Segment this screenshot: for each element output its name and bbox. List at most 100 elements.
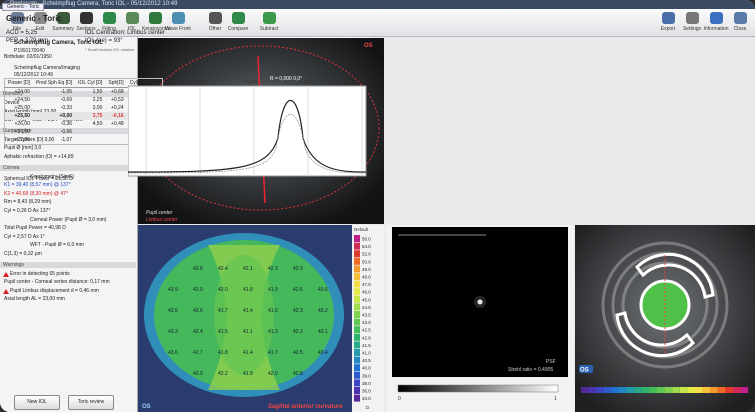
scale-label: 46.0 — [362, 290, 371, 295]
psf-strehl: Strehl ratio = 0,4905 — [508, 367, 553, 373]
graph-label: -2,000 — [138, 79, 151, 84]
toolbar-button[interactable]: Keratoconus — [142, 9, 171, 32]
toric-scale — [679, 387, 688, 393]
scale-label: 43.5 — [362, 313, 371, 318]
psf-spot — [477, 299, 483, 305]
map-value: 42.3 — [293, 308, 303, 314]
toric-scale — [725, 387, 733, 393]
map-value: 41.6 — [268, 308, 278, 314]
toolbar-label: Fitting — [102, 26, 116, 32]
toric-scale — [626, 387, 635, 393]
scale-label: 36.0 — [362, 389, 371, 394]
table-row[interactable]: +26,50 -0,66 — [5, 128, 163, 136]
scale-swatch — [354, 273, 360, 280]
toolbar-label: Compare — [227, 26, 249, 32]
scale-label: 42.0 — [362, 335, 371, 340]
map-value: 43.6 — [318, 287, 328, 293]
toolbar-label: Keratoconus — [142, 26, 171, 32]
table-cell: -0,16 — [112, 113, 124, 119]
warning-icon — [3, 271, 9, 277]
map-value: 42.4 — [193, 329, 203, 335]
toolbar-button[interactable]: Wave Front — [165, 9, 191, 32]
toolbar-button[interactable]: File — [4, 9, 30, 32]
scale-swatch — [354, 379, 360, 387]
toolbar-button[interactable]: Edit — [27, 9, 53, 32]
map-value: 43.9 — [168, 287, 178, 293]
info-line: Cornea — [0, 164, 136, 171]
table-cell: 1,50 — [92, 89, 103, 95]
toolbar-button[interactable]: Other — [202, 9, 228, 32]
graph-label: -1,000 — [192, 79, 205, 84]
table-cell: +24,00 — [14, 89, 30, 95]
map-value: 42.6 — [293, 287, 303, 293]
toolbar-button[interactable]: Subtract — [256, 9, 282, 32]
toolbar-icon — [208, 12, 222, 24]
graph-frame — [128, 85, 367, 177]
toric-scale — [634, 387, 642, 393]
left-panel: Scheimpflug Camera, Toric IOL P199117004… — [0, 37, 138, 412]
info-line: WFT - Pupil Ø = 6,0 mm — [30, 242, 84, 249]
scale-swatch — [354, 364, 360, 372]
psf-title: PSF — [546, 359, 556, 365]
button[interactable]: Toric review — [68, 395, 114, 410]
toolbar-button[interactable]: Fitting — [96, 9, 122, 32]
map-value: 41.5 — [218, 329, 228, 335]
warning-icon — [3, 288, 9, 294]
scale-label: 56.0 — [362, 237, 371, 242]
patient-name: Scheimpflug Camera, Toric IOL — [14, 40, 103, 46]
toric-scale — [581, 387, 589, 393]
toolbar-button[interactable]: Export — [655, 9, 681, 32]
scale-label: 41.5 — [362, 343, 371, 348]
map-value: 43.1 — [318, 329, 328, 335]
toric-scale — [603, 387, 612, 393]
toolbar-button[interactable]: Sections — [73, 9, 99, 32]
map-value: 42.7 — [193, 350, 203, 356]
info-line: Device — [4, 100, 20, 106]
table-row[interactable]: +27,00 -1,07 — [5, 136, 163, 145]
table-cell — [75, 136, 105, 145]
scale-label: 50.0 — [362, 259, 371, 264]
side-label: OS — [142, 404, 151, 410]
map-value: 41.1 — [243, 329, 253, 335]
table-cell: -0,66 — [60, 129, 73, 135]
toolbar-button[interactable]: Compare — [225, 9, 251, 32]
info-line: Corneal Power (Pupil Ø = 3,0 mm) — [30, 216, 107, 223]
info-line: Error in detecting 65 points — [10, 270, 70, 277]
toric-scale — [611, 387, 619, 393]
toric-scale — [619, 387, 627, 393]
map-value: 41.7 — [218, 308, 228, 314]
map-value: 42.1 — [243, 266, 253, 272]
button[interactable]: New IOL — [14, 395, 60, 410]
toolbar-button[interactable]: Summary — [50, 9, 76, 32]
graph-label: 0,000 — [246, 79, 258, 84]
toolbar-button[interactable]: Close — [727, 9, 753, 32]
side-label: OS — [580, 368, 589, 374]
map-value: 41.8 — [243, 287, 253, 293]
scale-swatch — [354, 326, 360, 334]
iol-text: ACD = 5,25 — [6, 30, 38, 36]
toric-scale — [695, 387, 703, 393]
toolbar-icon — [262, 12, 276, 24]
exam-type: Scheimpflug Camera/Imaging — [14, 65, 80, 71]
toolbar-icon — [102, 12, 116, 24]
map-center — [214, 255, 274, 375]
toolbar-button[interactable]: Information — [703, 9, 729, 32]
map-value: 42.0 — [268, 371, 278, 377]
toolbar-button[interactable]: Settings — [679, 9, 705, 32]
scale-swatch — [354, 280, 360, 288]
toolbar-button[interactable]: IOL — [119, 9, 145, 32]
map-panel: 42.8 42.4 42.1 42.3 42.9 43.9 42.9 42.0 41.8 41.9… — [138, 225, 384, 412]
toolbar-label: IOL — [127, 26, 137, 32]
scale-swatch — [354, 387, 360, 394]
map-value: 41.4 — [243, 308, 253, 314]
scale-swatch — [354, 250, 360, 258]
table-cell: +0,00 — [59, 113, 73, 119]
table-cell: -0,69 — [60, 97, 73, 103]
toric-scale — [649, 387, 657, 393]
scale-label: 40.5 — [362, 358, 371, 363]
info-line: K2 = 40,68 (8,30 mm) @ 47° — [4, 190, 68, 197]
info-line: Rm = 8,43 (8,29 mm) — [4, 199, 52, 206]
toolbar-icon — [709, 12, 723, 24]
table-cell: -0,36 — [60, 121, 73, 127]
toolbar-label: Subtract — [259, 26, 279, 32]
